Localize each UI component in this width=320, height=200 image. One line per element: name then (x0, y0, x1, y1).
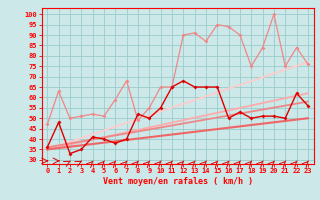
X-axis label: Vent moyen/en rafales ( km/h ): Vent moyen/en rafales ( km/h ) (103, 177, 252, 186)
